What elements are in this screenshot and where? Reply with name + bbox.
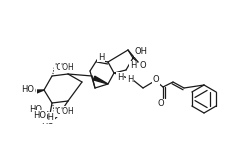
Text: 'OH: 'OH xyxy=(54,62,69,72)
Text: HO: HO xyxy=(22,86,35,94)
Text: O: O xyxy=(158,100,164,108)
Text: OH: OH xyxy=(41,113,54,122)
Text: HO: HO xyxy=(34,111,47,119)
Text: OH: OH xyxy=(135,47,147,57)
Polygon shape xyxy=(34,90,44,94)
Text: HO: HO xyxy=(29,106,42,114)
Text: O: O xyxy=(153,75,159,85)
Text: H: H xyxy=(127,75,133,85)
Text: H: H xyxy=(98,53,104,61)
Text: 'OH: 'OH xyxy=(54,107,69,117)
Text: H: H xyxy=(130,61,136,71)
Text: 'OH: 'OH xyxy=(60,64,74,73)
Text: OH: OH xyxy=(41,113,54,121)
Text: H: H xyxy=(117,73,123,81)
Text: 'OH: 'OH xyxy=(60,106,74,115)
Text: O: O xyxy=(140,60,146,69)
Polygon shape xyxy=(93,76,108,84)
Text: HO: HO xyxy=(24,87,37,97)
Text: HO: HO xyxy=(41,117,54,126)
